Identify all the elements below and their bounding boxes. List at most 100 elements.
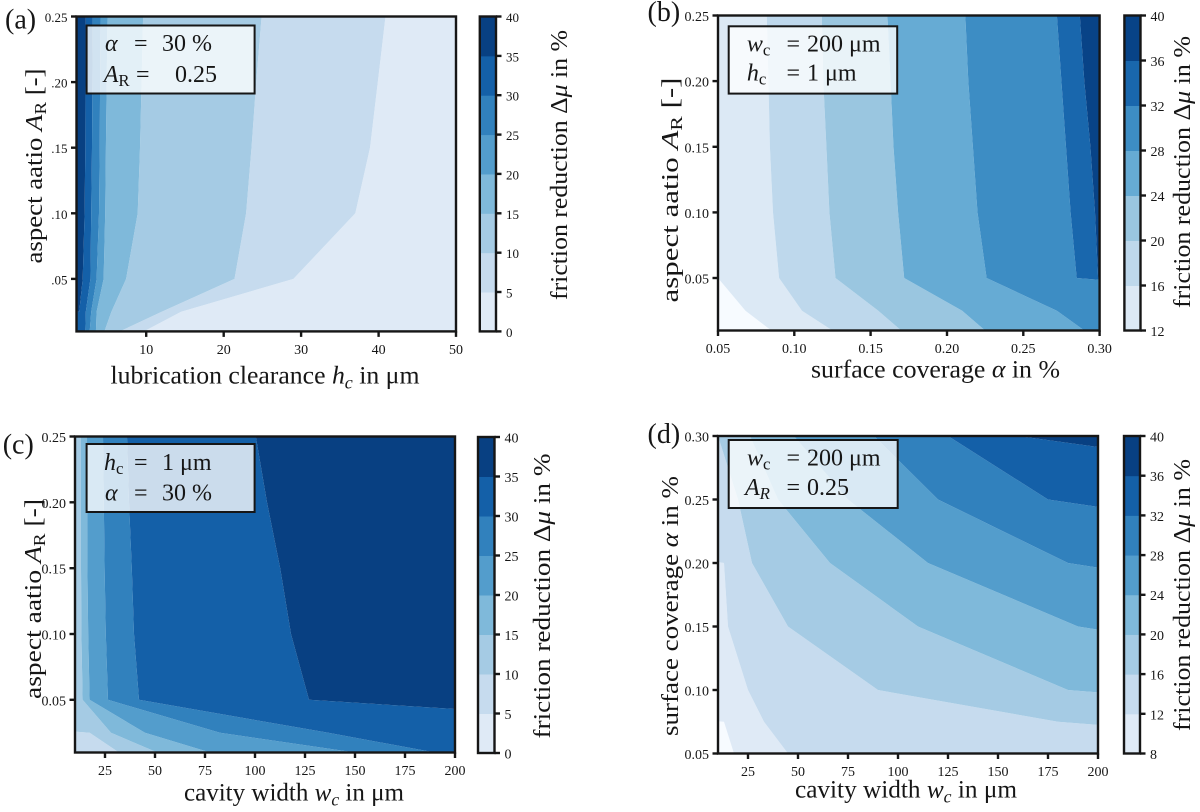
svg-text:25: 25: [505, 550, 519, 565]
svg-text:100: 100: [245, 764, 266, 779]
svg-text:1 μm: 1 μm: [162, 450, 212, 476]
svg-text:0.20: 0.20: [685, 76, 710, 91]
svg-text:30 %: 30 %: [162, 481, 212, 507]
svg-text:surface coverage α in %: surface coverage α in %: [811, 357, 1060, 384]
svg-text:=: =: [787, 446, 801, 472]
svg-text:200: 200: [1088, 765, 1109, 780]
svg-text:5: 5: [505, 708, 512, 723]
svg-text:=: =: [787, 61, 801, 87]
svg-text:16: 16: [1150, 669, 1164, 684]
svg-text:25: 25: [506, 128, 519, 143]
svg-text:175: 175: [1038, 765, 1059, 780]
svg-text:0.10: 0.10: [685, 207, 710, 222]
svg-text:hc: hc: [747, 61, 766, 89]
svg-text:10: 10: [506, 246, 519, 261]
svg-text:AR: AR: [102, 62, 131, 90]
svg-text:(a): (a): [5, 4, 36, 35]
svg-text:24: 24: [1150, 589, 1164, 604]
svg-text:=: =: [134, 450, 148, 476]
svg-text:aspect aatio AR [-]: aspect aatio AR [-]: [22, 69, 50, 264]
svg-text:20: 20: [1150, 629, 1164, 644]
svg-text:15: 15: [505, 629, 519, 644]
svg-text:35: 35: [506, 49, 519, 64]
svg-text:.15: .15: [51, 141, 67, 156]
svg-text:(c): (c): [3, 430, 34, 461]
svg-text:10: 10: [505, 669, 519, 684]
svg-text:40: 40: [372, 343, 386, 358]
svg-text:0.10: 0.10: [782, 342, 807, 357]
svg-text:0.15: 0.15: [858, 342, 883, 357]
svg-text:150: 150: [345, 764, 366, 779]
svg-text:40: 40: [505, 432, 519, 447]
svg-text:wc: wc: [747, 446, 770, 474]
svg-text:0: 0: [505, 748, 512, 763]
svg-text:30: 30: [294, 343, 308, 358]
svg-text:25: 25: [741, 765, 755, 780]
svg-text:200 μm: 200 μm: [807, 32, 881, 58]
svg-text:175: 175: [395, 764, 416, 779]
svg-text:30 %: 30 %: [162, 31, 212, 57]
svg-text:12: 12: [1151, 325, 1165, 340]
svg-text:AR: AR: [743, 475, 770, 503]
svg-text:surface coverage α in %: surface coverage α in %: [658, 476, 684, 736]
svg-text:0.10: 0.10: [685, 685, 710, 700]
svg-text:=: =: [134, 31, 148, 57]
svg-text:5: 5: [506, 286, 513, 301]
svg-text:friction reduction Δμ in %: friction reduction Δμ in %: [1170, 459, 1196, 731]
svg-text:(d): (d): [648, 419, 681, 450]
svg-text:lubrication clearance hc in μm: lubrication clearance hc in μm: [111, 363, 421, 393]
svg-text:30: 30: [506, 89, 519, 104]
svg-text:=: =: [136, 62, 150, 88]
svg-text:0.25: 0.25: [42, 431, 67, 446]
svg-text:200: 200: [445, 764, 466, 779]
svg-text:12: 12: [1150, 708, 1164, 723]
svg-text:15: 15: [506, 207, 519, 222]
svg-text:0.30: 0.30: [685, 431, 710, 446]
svg-text:50: 50: [791, 765, 805, 780]
svg-text:125: 125: [938, 765, 959, 780]
svg-text:0.05: 0.05: [685, 748, 710, 763]
svg-text:125: 125: [295, 764, 316, 779]
svg-text:0.20: 0.20: [42, 497, 67, 512]
svg-text:hc: hc: [104, 450, 123, 478]
svg-text:0.15: 0.15: [685, 621, 710, 636]
svg-text:36: 36: [1151, 55, 1165, 70]
svg-text:40: 40: [1150, 431, 1164, 446]
svg-text:20: 20: [506, 167, 519, 182]
svg-text:0.20: 0.20: [685, 558, 710, 573]
svg-text:0.25: 0.25: [685, 10, 710, 25]
svg-text:32: 32: [1150, 510, 1164, 525]
svg-text:100: 100: [888, 765, 909, 780]
svg-text:25: 25: [98, 764, 112, 779]
svg-text:=: =: [134, 481, 148, 507]
svg-text:0.05: 0.05: [706, 342, 731, 357]
svg-text:30: 30: [505, 511, 519, 526]
svg-text:40: 40: [1151, 10, 1165, 25]
svg-text:0.25: 0.25: [807, 475, 849, 501]
svg-text:1 μm: 1 μm: [807, 61, 857, 87]
svg-text:0.15: 0.15: [685, 141, 710, 156]
svg-text:40: 40: [506, 10, 519, 25]
svg-text:75: 75: [841, 765, 855, 780]
svg-text:aspect aatio AR [-]: aspect aatio AR [-]: [21, 499, 49, 699]
svg-text:=: =: [787, 32, 801, 58]
svg-text:50: 50: [148, 764, 162, 779]
svg-text:0.05: 0.05: [42, 694, 67, 709]
svg-text:friction reduction Δμ in %: friction reduction Δμ in %: [1170, 36, 1196, 308]
svg-text:10: 10: [139, 343, 153, 358]
svg-text:0.25: 0.25: [175, 62, 217, 88]
svg-text:20: 20: [505, 590, 519, 605]
svg-text:0.10: 0.10: [42, 629, 67, 644]
svg-text:0: 0: [506, 325, 513, 340]
svg-text:0.30: 0.30: [1087, 342, 1112, 357]
svg-text:0.15: 0.15: [42, 563, 67, 578]
svg-text:75: 75: [198, 764, 212, 779]
svg-text:cavity width wc in μm: cavity width wc in μm: [795, 777, 1018, 807]
svg-text:28: 28: [1151, 145, 1165, 160]
svg-text:32: 32: [1151, 100, 1165, 115]
svg-text:aspect aatio AR [-]: aspect aatio AR [-]: [658, 78, 686, 303]
svg-text:α: α: [105, 481, 118, 507]
svg-text:friction reduction Δμ in %: friction reduction Δμ in %: [530, 454, 556, 739]
svg-text:50: 50: [449, 343, 463, 358]
svg-text:150: 150: [988, 765, 1009, 780]
